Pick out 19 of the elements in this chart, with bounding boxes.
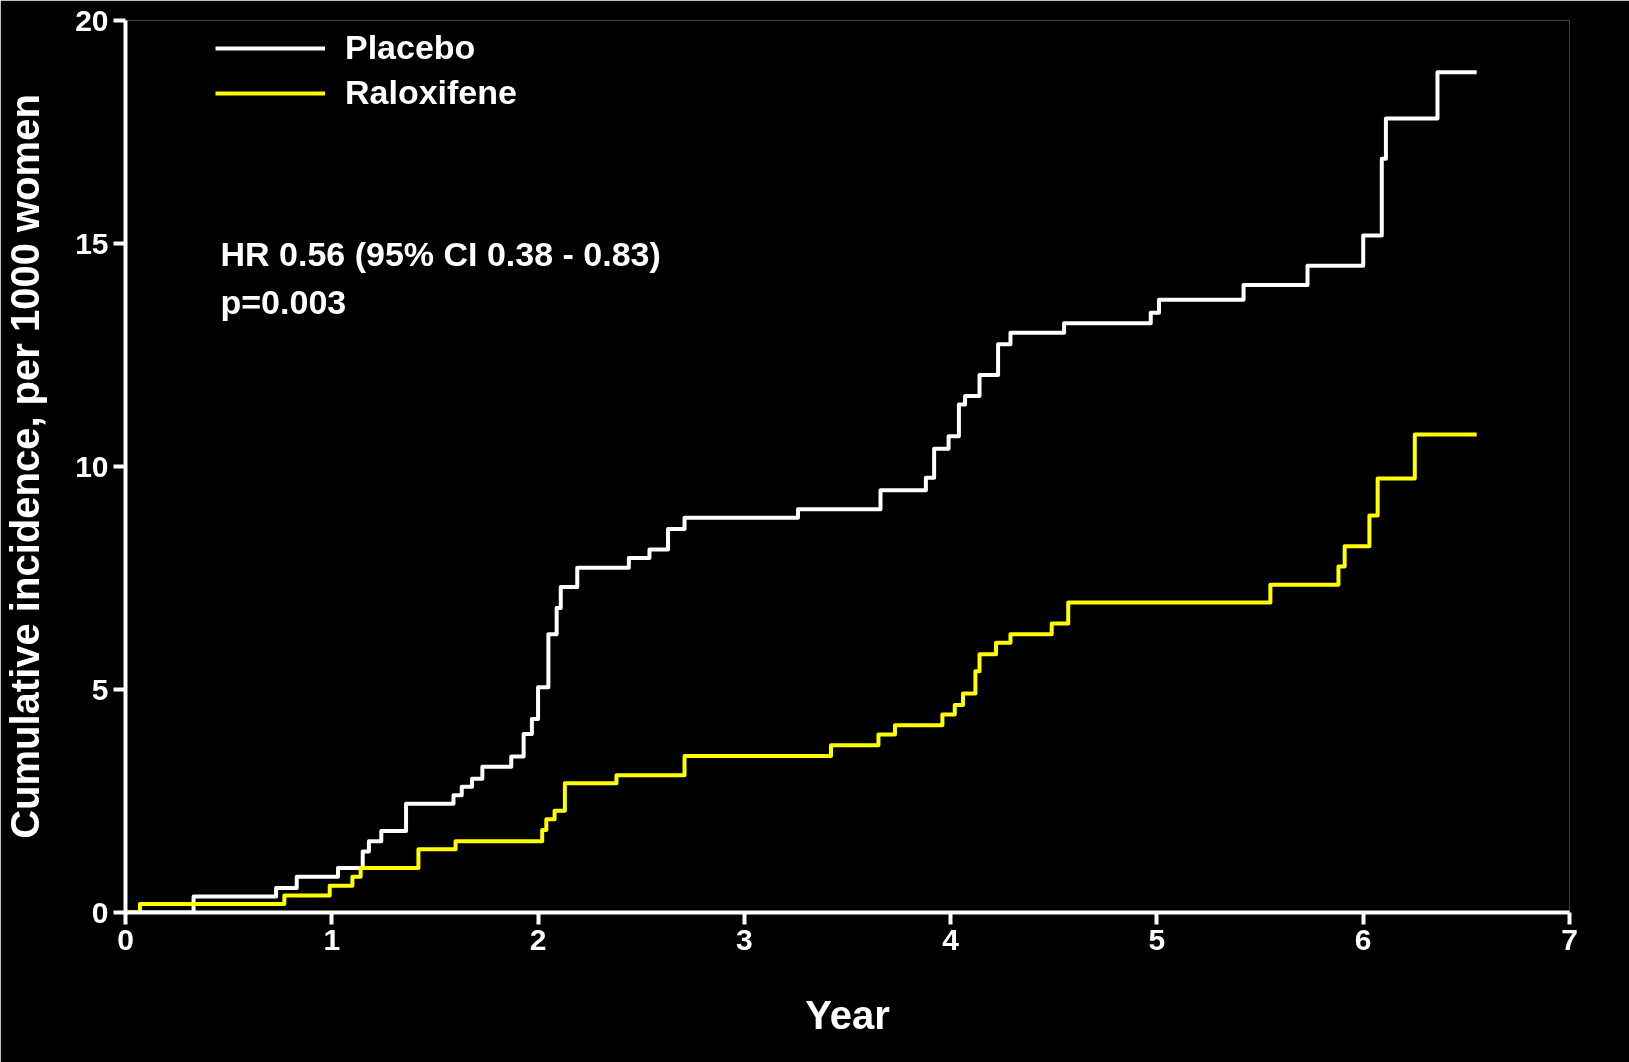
- x-tick-label: 0: [117, 922, 134, 956]
- legend-label: Placebo: [345, 28, 476, 67]
- x-tick-label: 3: [736, 922, 753, 956]
- y-tick-label: 10: [75, 449, 109, 483]
- y-tick-label: 0: [91, 895, 109, 929]
- legend-label: Raloxifene: [345, 73, 517, 112]
- annotation: p=0.003: [220, 282, 347, 321]
- x-tick-label: 2: [529, 922, 547, 956]
- y-tick-label: 5: [91, 672, 109, 706]
- y-tick-label: 20: [75, 3, 109, 37]
- x-tick-label: 7: [1561, 922, 1578, 956]
- x-tick-label: 4: [942, 922, 960, 956]
- y-tick-label: 15: [75, 226, 109, 260]
- annotation: HR 0.56 (95% CI 0.38 - 0.83): [220, 234, 661, 273]
- x-axis-title: Year: [805, 992, 890, 1037]
- x-tick-label: 1: [323, 922, 341, 956]
- x-tick-label: 6: [1354, 922, 1372, 956]
- y-axis-title: Cumulative incidence, per 1000 women: [3, 94, 48, 839]
- x-tick-label: 5: [1148, 922, 1166, 956]
